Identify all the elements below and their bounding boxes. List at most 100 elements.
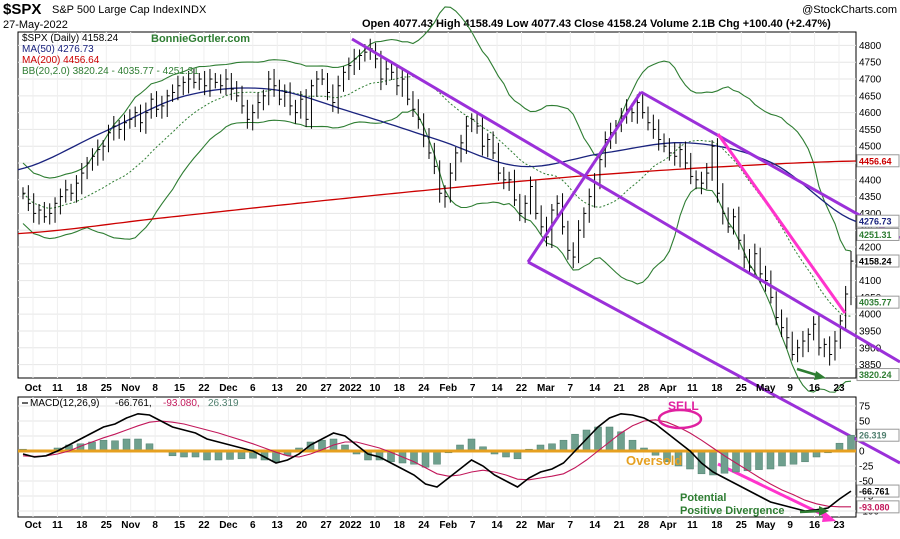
price-y-tick-label: 4800 bbox=[859, 41, 882, 52]
x-tick-label: 27 bbox=[321, 383, 333, 394]
price-y-tick-label: 4200 bbox=[859, 242, 882, 253]
macd-histogram-bar bbox=[605, 426, 614, 452]
value-box-bb-lower-bg bbox=[856, 368, 900, 382]
x-tick-label: 9 bbox=[787, 520, 793, 531]
value-box-macd-bg bbox=[856, 484, 900, 498]
header-date: 27-May-2022 bbox=[3, 19, 68, 31]
value-box-close: 4158.24 bbox=[859, 257, 892, 267]
x-tick-label: 8 bbox=[152, 520, 158, 531]
x-tick-label: 25 bbox=[736, 383, 748, 394]
macd-histogram-bar bbox=[421, 450, 430, 468]
x-tick-label: Dec bbox=[219, 520, 238, 531]
macd-legend-line: -66.761, bbox=[115, 398, 152, 409]
macd-histogram-bar bbox=[111, 440, 119, 452]
trend-channels bbox=[351, 37, 900, 522]
x-tick-label: May bbox=[756, 383, 776, 394]
price-y-tick-label: 3850 bbox=[859, 360, 882, 371]
value-boxes: 4456.64 4276.73 4251.31 4158.24 4035.77 3820.… bbox=[856, 154, 900, 514]
x-tick-label: 7 bbox=[568, 520, 574, 531]
x-tick-label: Oct bbox=[25, 383, 42, 394]
header-exchange: INDX bbox=[180, 4, 207, 16]
macd-histogram-bar bbox=[99, 439, 108, 452]
macd-histogram-bar bbox=[559, 439, 568, 452]
x-tick-label: 2022 bbox=[339, 383, 362, 394]
x-tick-label: 25 bbox=[736, 520, 748, 531]
x-tick-label: 18 bbox=[394, 520, 406, 531]
x-tick-label: Apr bbox=[659, 520, 676, 531]
macd-histogram-bar bbox=[134, 438, 142, 452]
macd-legend: MACD(12,26,9) -66.761, -93.080, 26.319 bbox=[22, 398, 239, 409]
value-box-bb-upper-bg bbox=[856, 227, 900, 241]
moving-averages bbox=[17, 87, 857, 235]
price-y-tick-label: 4000 bbox=[859, 310, 882, 321]
price-bars bbox=[22, 38, 854, 366]
x-tick-label: 7 bbox=[568, 383, 574, 394]
falling-channel-top bbox=[351, 37, 900, 364]
x-tick-label: 25 bbox=[101, 383, 113, 394]
sell-ellipse bbox=[657, 408, 703, 430]
pink-trendline bbox=[716, 133, 847, 314]
value-box-bb-mid-bg bbox=[856, 295, 900, 309]
divergence-label-line2: Positive Divergence bbox=[680, 505, 785, 517]
price-grid: 3850390039504000405041004150420042504300… bbox=[18, 32, 882, 378]
macd-histogram-bar bbox=[778, 450, 786, 467]
x-tick-label: 10 bbox=[369, 520, 381, 531]
price-y-tick-label: 3950 bbox=[859, 326, 882, 337]
x-tick-label: 14 bbox=[491, 520, 503, 531]
header-ohlc: Open 4077.43 High 4158.49 Low 4077.43 Cl… bbox=[362, 18, 831, 30]
x-tick-label: 22 bbox=[198, 383, 210, 394]
value-box-close-bg bbox=[856, 254, 900, 268]
x-tick-label: 21 bbox=[614, 383, 626, 394]
watermark: @StockCharts.com bbox=[802, 4, 897, 16]
x-tick-label: 27 bbox=[321, 520, 333, 531]
x-axis-macd: Oct 11 18 25 Nov 8 15 22 Dec 6 13 20 27 2022 10 18 24 Feb… bbox=[25, 520, 845, 531]
x-tick-label: 11 bbox=[52, 383, 63, 394]
price-y-tick-label: 4300 bbox=[859, 209, 882, 220]
x-tick-label: Feb bbox=[439, 520, 457, 531]
price-y-tick-label: 4400 bbox=[859, 175, 882, 186]
value-box-ma50: 4276.73 bbox=[859, 217, 892, 227]
value-box-bb-upper: 4251.31 bbox=[859, 230, 892, 240]
x-tick-label: 13 bbox=[272, 383, 284, 394]
x-tick-label: 7 bbox=[470, 520, 476, 531]
x-tick-label: 14 bbox=[589, 383, 601, 394]
x-tick-label: 18 bbox=[76, 383, 88, 394]
bb-upper-line bbox=[22, 6, 852, 252]
value-box-bb-mid: 4035.77 bbox=[859, 298, 892, 308]
macd-legend-hist: 26.319 bbox=[208, 398, 239, 409]
macd-series bbox=[18, 412, 856, 512]
price-y-tick-label: 4700 bbox=[859, 75, 882, 86]
x-tick-label: 14 bbox=[491, 383, 503, 394]
macd-y-tick-label: -25 bbox=[859, 462, 874, 473]
x-tick-label: 15 bbox=[174, 383, 186, 394]
legend-ma50: MA(50) 4276.73 bbox=[22, 44, 94, 55]
value-box-signal-bg bbox=[856, 500, 900, 514]
macd-histogram-bar bbox=[122, 438, 131, 452]
x-tick-label: 18 bbox=[76, 520, 88, 531]
macd-histogram-bar bbox=[789, 450, 798, 465]
macd-histogram-bar bbox=[847, 434, 855, 452]
price-y-tick-label: 4600 bbox=[859, 108, 882, 119]
macd-histogram-bar bbox=[755, 450, 763, 470]
macd-y-tick-label: 50 bbox=[859, 417, 871, 428]
price-y-tick-label: 4750 bbox=[859, 58, 882, 69]
x-tick-label: 24 bbox=[418, 520, 430, 531]
bb-lower-line bbox=[22, 108, 852, 393]
x-tick-label: 18 bbox=[711, 383, 723, 394]
x-tick-label: Nov bbox=[121, 383, 140, 394]
macd-legend-signal: -93.080, bbox=[163, 398, 200, 409]
x-tick-label: Mar bbox=[537, 383, 555, 394]
x-tick-label: 22 bbox=[198, 520, 210, 531]
price-y-tick-label: 3900 bbox=[859, 343, 882, 354]
x-tick-label: 23 bbox=[833, 383, 845, 394]
rising-line bbox=[526, 91, 643, 263]
x-tick-label: Nov bbox=[121, 520, 140, 531]
macd-y-tick-label: 75 bbox=[859, 402, 871, 413]
price-panel-frame bbox=[17, 31, 857, 379]
x-tick-label: 14 bbox=[589, 520, 601, 531]
divergence-label-line1: Potential bbox=[680, 492, 726, 504]
macd-y-tick-label: 0 bbox=[859, 447, 865, 458]
macd-histogram-bar bbox=[766, 450, 775, 470]
x-tick-label: 22 bbox=[516, 520, 528, 531]
